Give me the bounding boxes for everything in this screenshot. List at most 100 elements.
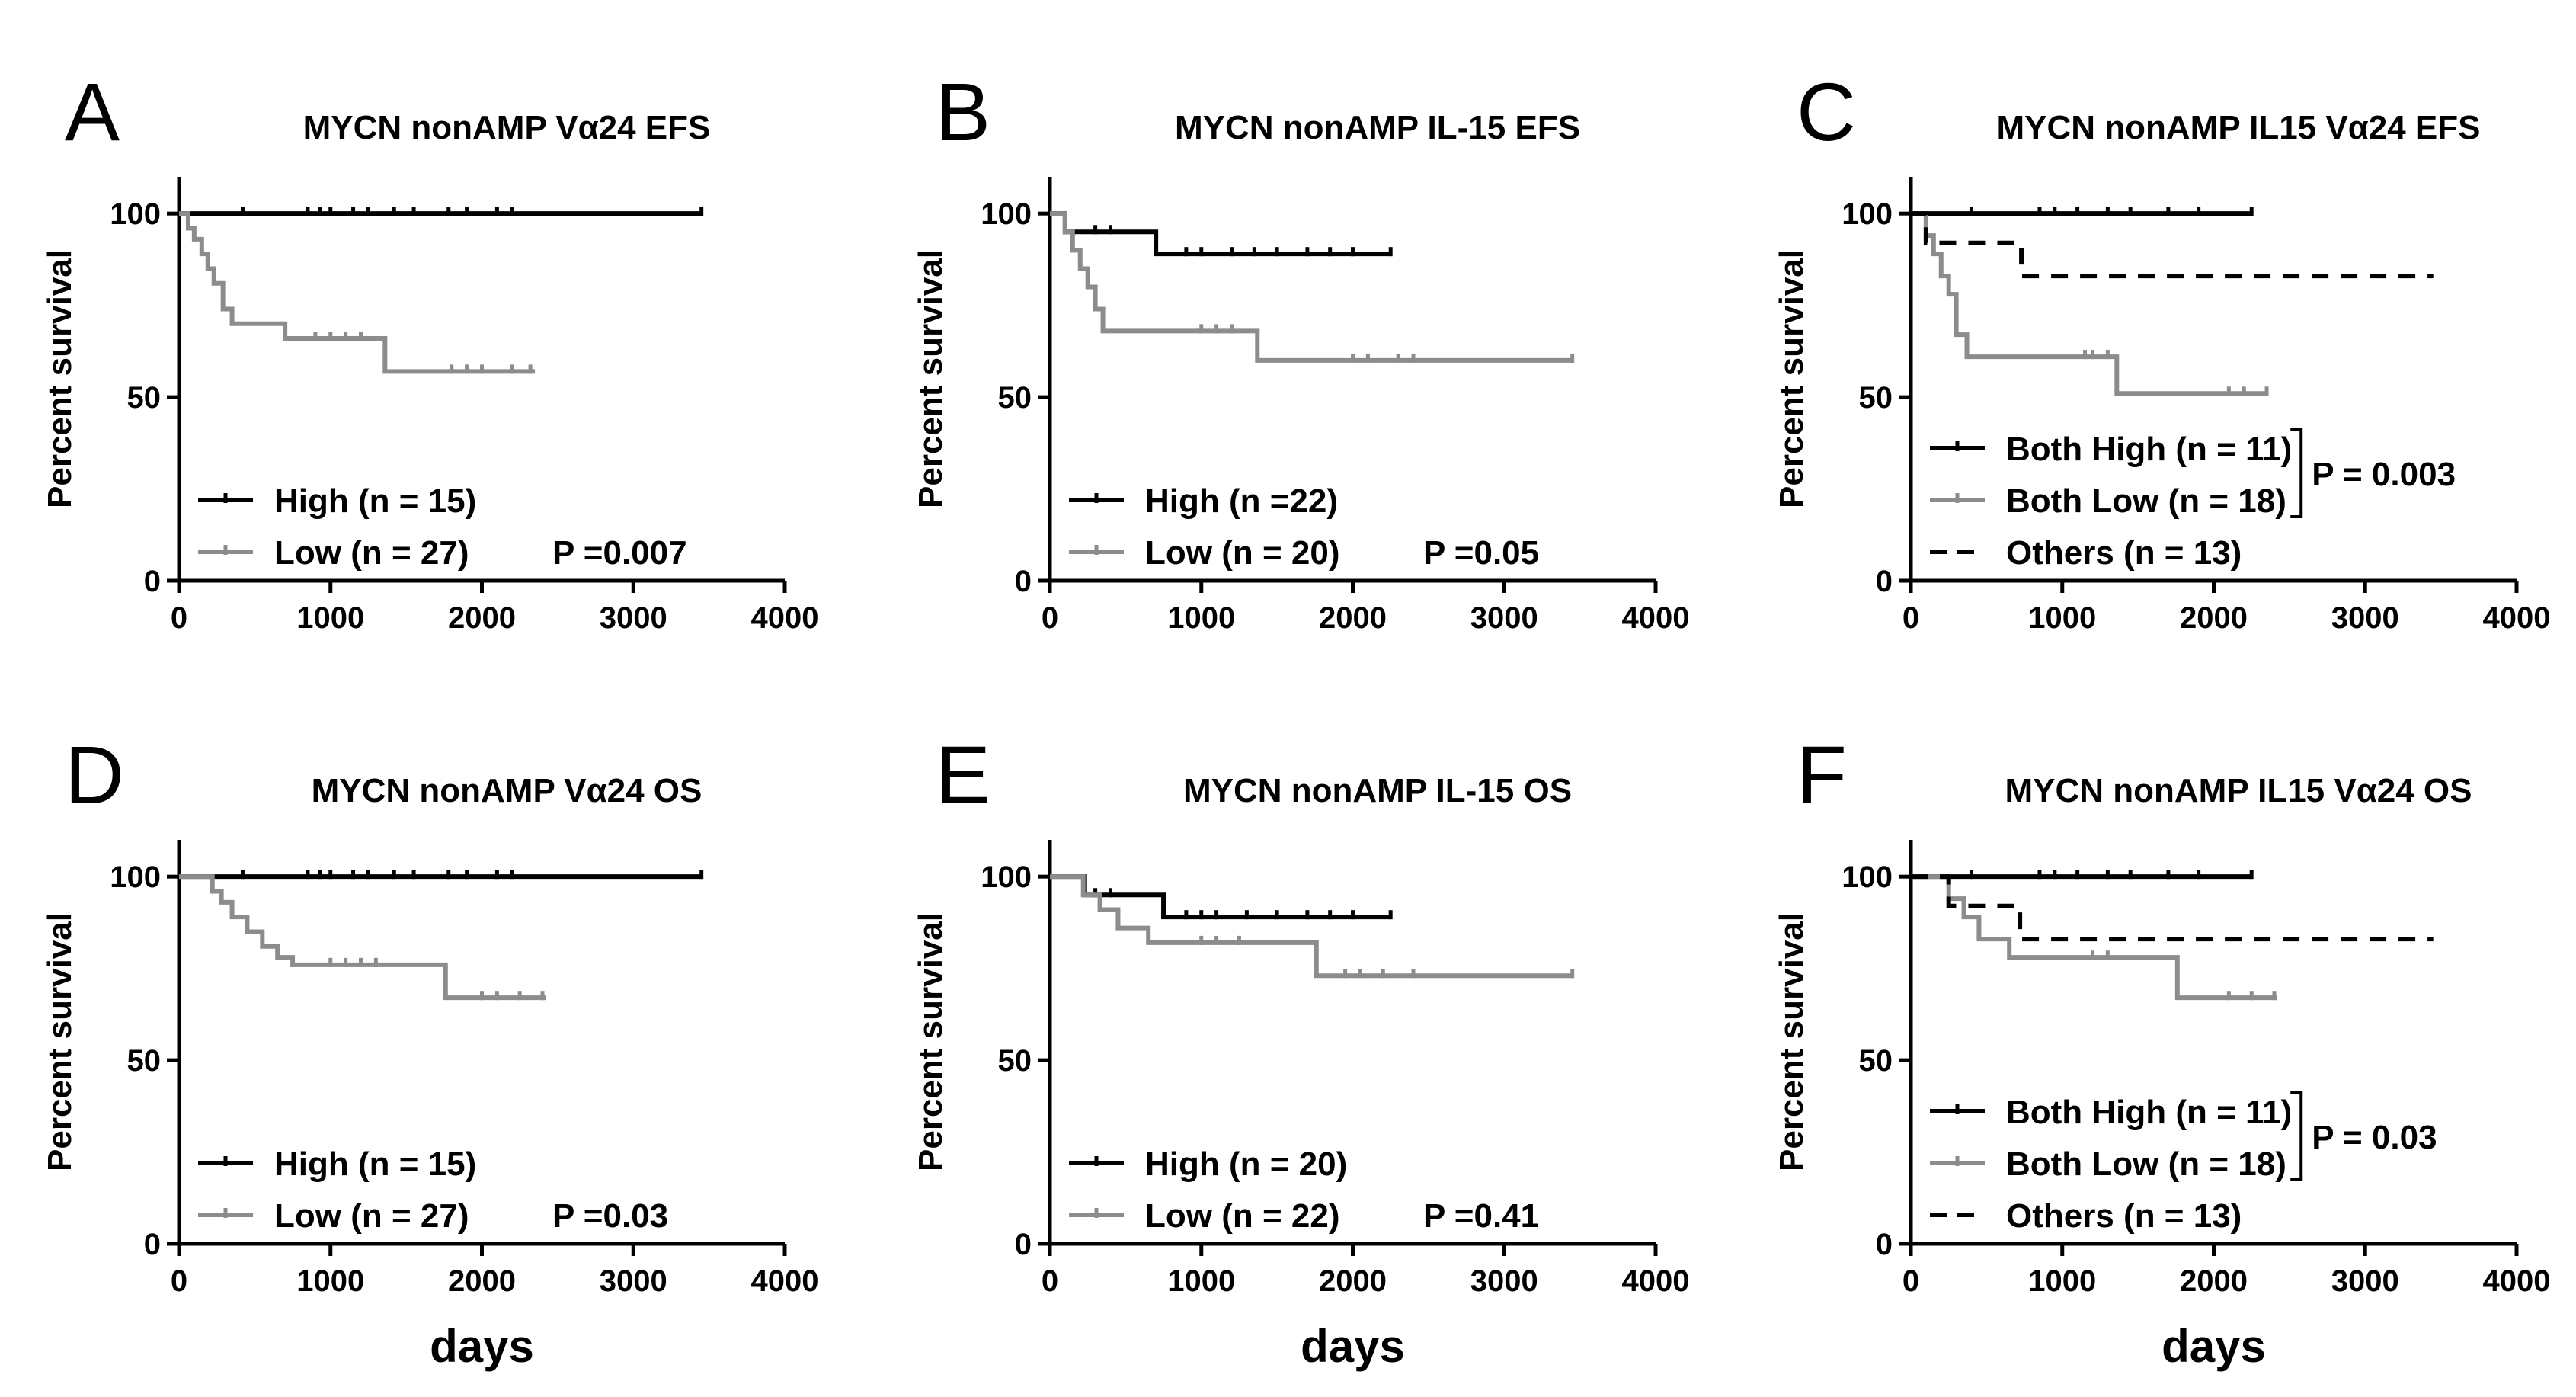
comparison-bracket [2290, 1091, 2303, 1181]
x-tick-label: 0 [171, 601, 187, 635]
x-tick-label: 3000 [2331, 1264, 2399, 1298]
legend-entry: Both High (n = 11) [2006, 431, 2292, 468]
y-tick-label: 50 [127, 381, 162, 415]
x-tick-label: 4000 [751, 601, 819, 635]
panel-title: MYCN nonAMP Vα24 OS [312, 772, 702, 809]
x-tick-label: 0 [1902, 601, 1919, 635]
x-tick-label: 3000 [600, 1264, 667, 1298]
p-value: P =0.05 [1423, 534, 1539, 572]
legend-entry: Low (n = 27) [274, 534, 469, 572]
x-tick-label: 0 [1042, 601, 1058, 635]
p-value: P =0.03 [552, 1197, 668, 1235]
survival-curve-1 [1050, 211, 1573, 363]
x-tick-label: 4000 [1622, 601, 1690, 635]
legend-entry: High (n = 20) [1145, 1145, 1347, 1183]
x-tick-label: 0 [1042, 1264, 1058, 1298]
p-value: P = 0.03 [2312, 1119, 2437, 1156]
x-tick-label: 1000 [296, 601, 364, 635]
legend-entry: Low (n = 20) [1145, 534, 1339, 572]
panel-letter: E [936, 729, 990, 821]
legend-entry: Both Low (n = 18) [2006, 1145, 2286, 1183]
legend-entry: Others (n = 13) [2006, 1197, 2242, 1235]
x-tick-label: 3000 [1470, 601, 1538, 635]
x-tick-label: 1000 [296, 1264, 364, 1298]
panel-title: MYCN nonAMP Vα24 EFS [303, 109, 711, 146]
x-tick-label: 3000 [2331, 601, 2399, 635]
survival-curve-1 [179, 211, 536, 374]
x-tick-label: 4000 [1622, 1264, 1690, 1298]
panel-letter: A [65, 66, 120, 158]
x-tick-label: 1000 [1167, 601, 1235, 635]
legend-entry: Low (n = 27) [274, 1197, 469, 1235]
legend-entry: High (n = 15) [274, 482, 476, 520]
survival-curve-2 [1911, 874, 2434, 942]
y-tick-label: 50 [127, 1044, 162, 1078]
comparison-bracket [2290, 428, 2303, 518]
x-axis-label: days [2162, 1321, 2266, 1372]
y-tick-label: 0 [1015, 565, 1032, 598]
legend-entry: Both High (n = 11) [2006, 1094, 2292, 1131]
legend-entry: Others (n = 13) [2006, 534, 2242, 572]
p-value: P = 0.003 [2312, 456, 2456, 493]
p-value: P =0.007 [552, 534, 687, 572]
x-tick-label: 2000 [1319, 1264, 1387, 1298]
x-tick-label: 4000 [2483, 601, 2551, 635]
y-tick-label: 50 [998, 1044, 1032, 1078]
survival-curve-1 [1911, 211, 2267, 396]
y-axis-label: Percent survival [41, 249, 78, 508]
x-tick-label: 0 [171, 1264, 187, 1298]
panel-letter: F [1797, 729, 1847, 821]
x-tick-label: 0 [1902, 1264, 1919, 1298]
y-tick-label: 100 [110, 197, 161, 231]
x-tick-label: 1000 [1167, 1264, 1235, 1298]
y-tick-label: 100 [1842, 197, 1893, 231]
legend-entry: Both Low (n = 18) [2006, 482, 2286, 520]
x-axis-label: days [430, 1321, 534, 1372]
x-tick-label: 1000 [2028, 601, 2096, 635]
panel-title: MYCN nonAMP IL-15 EFS [1175, 109, 1580, 146]
survival-curve-0 [1050, 211, 1391, 257]
y-axis-label: Percent survival [41, 912, 78, 1171]
panel-letter: B [936, 66, 990, 158]
y-axis-label: Percent survival [912, 249, 949, 508]
panel-letter: D [65, 729, 124, 821]
survival-curve-1 [1050, 874, 1573, 979]
panel-title: MYCN nonAMP IL-15 OS [1183, 772, 1572, 809]
survival-curve-1 [179, 874, 546, 1001]
x-tick-label: 2000 [448, 1264, 516, 1298]
x-tick-label: 1000 [2028, 1264, 2096, 1298]
x-tick-label: 3000 [600, 601, 667, 635]
legend-entry: High (n = 15) [274, 1145, 476, 1183]
x-tick-label: 2000 [2180, 601, 2248, 635]
y-tick-label: 100 [110, 860, 161, 894]
y-axis-label: Percent survival [1773, 249, 1810, 508]
x-tick-label: 2000 [448, 601, 516, 635]
x-tick-label: 3000 [1470, 1264, 1538, 1298]
y-tick-label: 50 [1859, 381, 1893, 415]
y-tick-label: 0 [144, 565, 161, 598]
y-tick-label: 50 [1859, 1044, 1893, 1078]
y-axis-label: Percent survival [912, 912, 949, 1171]
x-axis-label: days [1301, 1321, 1405, 1372]
panel-letter: C [1797, 66, 1856, 158]
y-tick-label: 0 [144, 1228, 161, 1261]
x-tick-label: 2000 [1319, 601, 1387, 635]
y-tick-label: 0 [1876, 1228, 1893, 1261]
survival-curve-2 [1911, 211, 2434, 279]
p-value: P =0.41 [1423, 1197, 1539, 1235]
panel-title: MYCN nonAMP IL15 Vα24 EFS [1996, 109, 2480, 146]
panel-title: MYCN nonAMP IL15 Vα24 OS [2005, 772, 2472, 809]
legend-entry: High (n =22) [1145, 482, 1338, 520]
legend-entry: Low (n = 22) [1145, 1197, 1339, 1235]
y-tick-label: 0 [1015, 1228, 1032, 1261]
survival-curve-1 [1911, 874, 2277, 1001]
y-tick-label: 100 [981, 197, 1032, 231]
x-tick-label: 4000 [751, 1264, 819, 1298]
x-tick-label: 2000 [2180, 1264, 2248, 1298]
x-tick-label: 4000 [2483, 1264, 2551, 1298]
